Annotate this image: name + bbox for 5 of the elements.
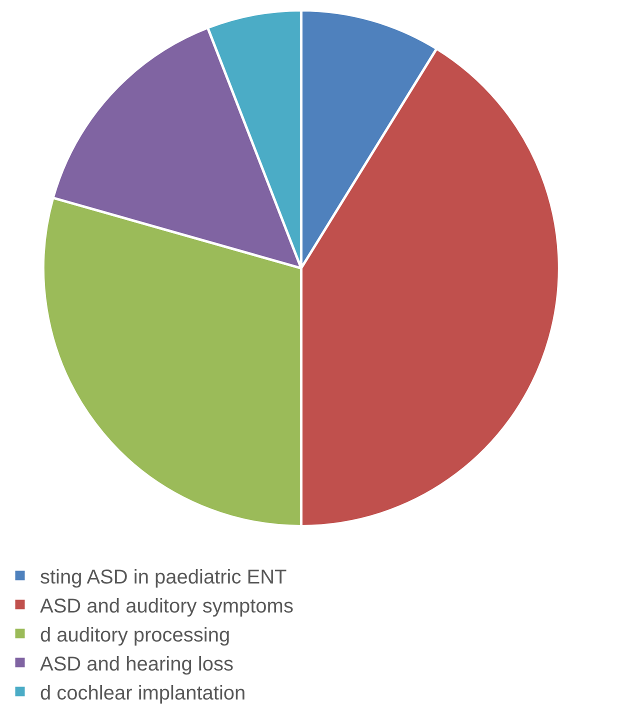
legend-label: sting ASD in paediatric ENT <box>40 566 287 588</box>
legend-label: ASD and auditory symptoms <box>40 595 294 618</box>
legend-label: d cochlear implantation <box>40 682 246 704</box>
legend-label: d auditory processing <box>40 624 230 646</box>
legend-label: ASD and hearing loss <box>40 653 234 676</box>
